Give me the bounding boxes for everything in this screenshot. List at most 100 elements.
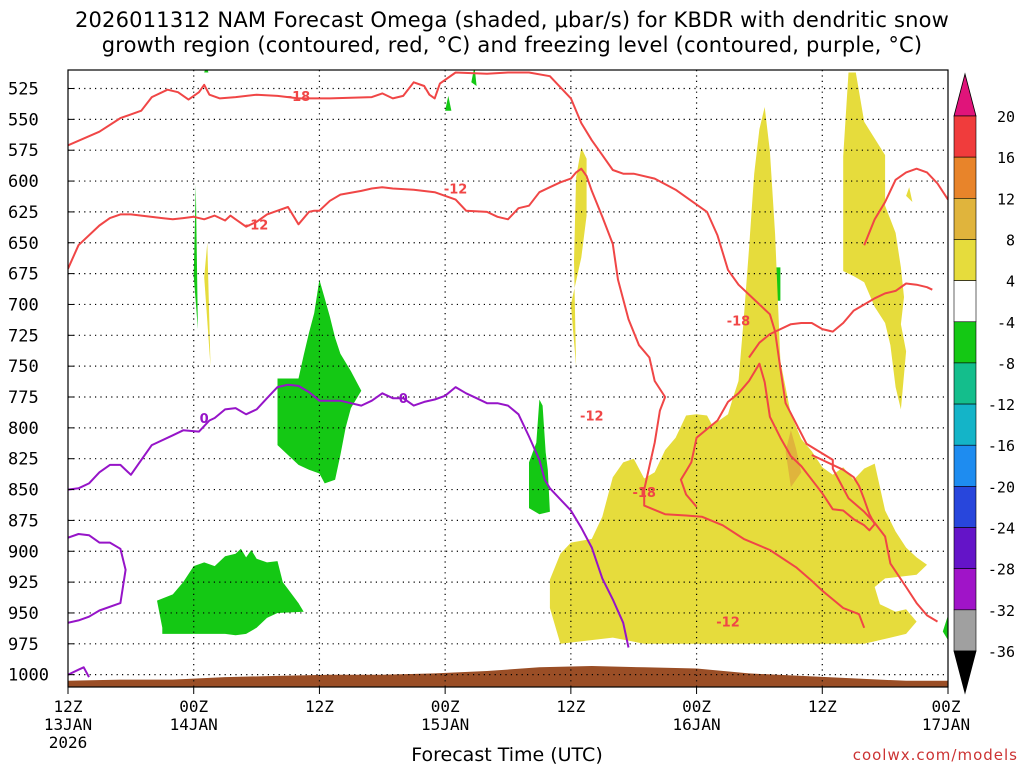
colorbar-label-7: -12 [988,396,1015,414]
freezing-contour-1 [68,533,127,624]
x-tick-label-84-0: 00Z [932,697,961,716]
colorbar-bin-4 [953,280,977,323]
colorbar-bin-10 [953,527,977,569]
contour-label-layer: -18 -12 -12 -12 -18 -18 -12 0 0 [200,90,751,631]
freezing-label-1: 0 [399,392,408,407]
y-tick-label-550: 550 [8,110,39,130]
y-tick-label-850: 850 [8,481,39,501]
x-tick-label-36-1: 15JAN [421,715,469,734]
colorbar-label-3: 8 [1006,231,1015,249]
colorbar-label-6: -8 [997,355,1015,373]
omega-region-positive-13 [906,187,913,202]
snow-growth-label-0: -18 [287,90,311,105]
colorbar-top-triangle [953,72,977,117]
omega-region-negative-8 [942,615,948,641]
y-tick-label-800: 800 [8,419,39,439]
colorbar-bin-9 [953,486,977,528]
colorbar-bin-7 [953,403,977,446]
colorbar-label-2: 12 [997,190,1015,208]
grid-layer [68,70,948,687]
snow-growth-label-5: -18 [727,315,751,330]
y-tick-label-875: 875 [8,511,39,531]
chart-title: 2026011312 NAM Forecast Omega (shaded, μ… [0,8,1024,58]
omega-region-negative-5 [471,70,477,86]
snow-growth-contour-1 [68,167,866,629]
terrain-fill [68,666,948,687]
omega-region-positive-12 [843,72,907,410]
snow-growth-label-2: -12 [245,218,269,233]
colorbar-label-0: 20 [997,108,1015,126]
omega-region-negative-0 [157,548,304,636]
y-tick-label-925: 925 [8,573,39,593]
credit-text: coolwx.com/models [852,746,1018,764]
colorbar-bin-12 [953,609,977,652]
x-axis-title: Forecast Time (UTC) [0,744,1024,766]
colorbar-bin-5 [953,321,977,364]
colorbar-label-4: 4 [1006,273,1015,291]
x-tick-label-84-1: 17JAN [922,715,970,734]
chart-title-line-2: growth region (contoured, red, °C) and f… [101,33,923,57]
omega-region-positive-10 [570,147,587,367]
y-tick-label-900: 900 [8,542,39,562]
omega-region-positive-14 [607,567,618,597]
x-tick-label-0-2: 2026 [49,733,88,752]
colorbar-bin-11 [953,568,977,611]
y-tick-label-675: 675 [8,265,39,285]
omega-region-negative-4 [445,95,452,111]
y-tick-label-525: 525 [8,80,39,100]
y-tick-label-700: 700 [8,295,39,315]
colorbar-label-12: -32 [988,602,1015,620]
plot-frame [67,69,949,688]
x-tick-label-12-0: 00Z [179,697,208,716]
omega-region-negative-6 [529,399,550,515]
x-tick-label-60-0: 00Z [682,697,711,716]
snow-growth-label-3: -12 [580,410,604,425]
x-tick-label-24-0: 12Z [305,697,334,716]
colorbar-label-5: -4 [997,314,1015,332]
colorbar-bin-1 [953,156,977,199]
x-tick-label-0-1: 13JAN [44,715,92,734]
y-tick-label-650: 650 [8,234,39,254]
snow-growth-label-1: -12 [444,182,468,197]
x-axis-title-text: Forecast Time (UTC) [411,744,603,766]
snow-growth-label-4: -18 [632,486,656,501]
colorbar-label-13: -36 [988,643,1015,661]
colorbar-label-8: -16 [988,437,1015,455]
snow-growth-contour-2 [748,282,933,359]
x-tick-label-12-1: 14JAN [170,715,218,734]
colorbar-bin-3 [953,239,977,281]
x-tick-label-48-0: 12Z [556,697,585,716]
colorbar-bin-8 [953,444,977,487]
snow-growth-contour-0 [68,71,939,623]
freezing-contour-0 [68,383,630,648]
y-tick-label-825: 825 [8,450,39,470]
colorbar-bin-6 [953,362,977,405]
omega-region-positive-15 [644,504,671,570]
colorbar-label-1: 16 [997,149,1015,167]
omega-region-negative-1 [277,279,362,484]
colorbar-bottom-triangle [953,650,977,695]
x-tick-label-0-0: 12Z [54,697,83,716]
x-tick-label-36-0: 00Z [431,697,460,716]
y-tick-label-975: 975 [8,635,39,655]
y-tick-label-625: 625 [8,203,39,223]
colorbar-bin-0 [953,115,977,158]
y-tick-label-600: 600 [8,172,39,192]
y-tick-label-775: 775 [8,388,39,408]
y-tick-label-750: 750 [8,357,39,377]
colorbar: 20 16 12 8 4 -4 -8 -12 -16 -20 -24 -28 -32 -36 [953,72,1015,695]
freezing-contour-2 [68,666,90,678]
colorbar-bin-2 [953,198,977,240]
snow-growth-label-6: -12 [716,616,740,631]
chart-title-line-1: 2026011312 NAM Forecast Omega (shaded, μ… [74,8,950,32]
colorbar-label-11: -28 [988,561,1015,579]
snow-growth-contour-4 [863,167,948,246]
terrain-layer [68,666,948,687]
y-axis: 525 550 575 600 625 650 675 700 725 750 775 800 825 8… [8,80,74,686]
omega-shading-layer [157,70,948,644]
colorbar-label-9: -20 [988,478,1015,496]
snow-growth-contour-3 [679,362,876,532]
x-tick-label-72-0: 12Z [808,697,837,716]
